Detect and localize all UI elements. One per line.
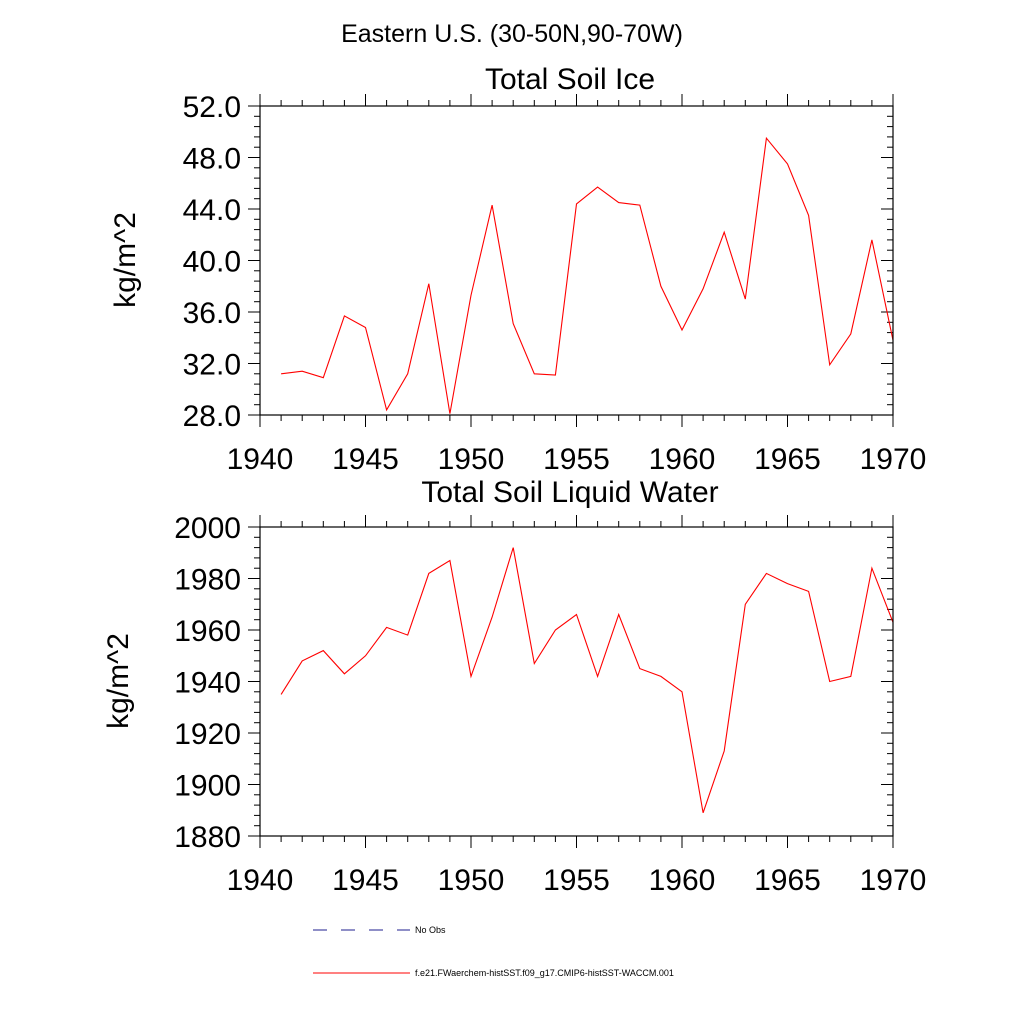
y-tick-label: 40.0 xyxy=(183,246,241,279)
plot-frame-soil-ice xyxy=(259,105,894,416)
legend-item-model-run: f.e21.FWaerchem-histSST.f09_g17.CMIP6-hi… xyxy=(313,968,674,978)
x-tick-label: 1970 xyxy=(860,864,927,897)
panel-0-series xyxy=(281,136,894,414)
x-tick-label: 1940 xyxy=(227,443,294,476)
x-tick-label: 1970 xyxy=(860,443,927,476)
x-tick-label: 1960 xyxy=(649,443,716,476)
series-line-0-0 xyxy=(281,136,894,414)
x-tick-label: 1955 xyxy=(543,443,610,476)
y-tick-label: 1980 xyxy=(174,564,241,597)
y-tick-label: 1920 xyxy=(174,718,241,751)
panel-1-ticklabels: 1940 1945 1950 1955 1960 1965 1970 1880 1900 1920… xyxy=(174,512,926,897)
y-tick-label: 1940 xyxy=(174,667,241,700)
x-tick-label: 1965 xyxy=(754,443,821,476)
y-tick-label: 1900 xyxy=(174,770,241,803)
y-tick-label: 1880 xyxy=(174,821,241,854)
x-tick-label: 1945 xyxy=(332,443,399,476)
panel-title-soil-liquid-water: Total Soil Liquid Water xyxy=(421,476,718,509)
panel-title-soil-ice: Total Soil Ice xyxy=(485,63,655,96)
x-tick-label: 1955 xyxy=(543,864,610,897)
legend: No Obs f.e21.FWaerchem-histSST.f09_g17.C… xyxy=(313,925,674,978)
ylabel-soil-liquid-water: kg/m^2 xyxy=(102,633,135,729)
y-tick-label: 28.0 xyxy=(183,400,241,433)
ylabel-soil-ice: kg/m^2 xyxy=(109,212,142,308)
x-tick-label: 1950 xyxy=(438,864,505,897)
panel-0-ticks xyxy=(248,94,894,427)
legend-item-no-obs: No Obs xyxy=(313,925,446,935)
y-tick-label: 44.0 xyxy=(183,194,241,227)
panel-soil-liquid-water: Total Soil Liquid Water kg/m^2 1940 1945 1… xyxy=(102,476,926,897)
y-tick-label: 32.0 xyxy=(183,349,241,382)
x-tick-label: 1945 xyxy=(332,864,399,897)
y-tick-label: 48.0 xyxy=(183,143,241,176)
y-tick-label: 52.0 xyxy=(183,91,241,124)
panel-0-ticklabels: 1940 1945 1950 1955 1960 1965 1970 28.0 32.0 36.0… xyxy=(183,91,927,476)
panel-1-ticks xyxy=(248,515,894,848)
y-tick-label: 1960 xyxy=(174,615,241,648)
x-tick-label: 1950 xyxy=(438,443,505,476)
x-tick-label: 1960 xyxy=(649,864,716,897)
figure-title: Eastern U.S. (30-50N,90-70W) xyxy=(341,20,683,48)
y-tick-label: 2000 xyxy=(174,512,241,545)
y-tick-label: 36.0 xyxy=(183,297,241,330)
x-tick-label: 1965 xyxy=(754,864,821,897)
legend-label-model-run: f.e21.FWaerchem-histSST.f09_g17.CMIP6-hi… xyxy=(415,968,674,978)
panel-1-series xyxy=(280,547,894,813)
x-tick-label: 1940 xyxy=(227,864,294,897)
legend-label-no-obs: No Obs xyxy=(415,925,446,935)
panel-soil-ice: Total Soil Ice kg/m^2 1940 1945 1950 1955 19… xyxy=(109,63,926,476)
series-line-1-0 xyxy=(280,547,894,813)
plot-frame-soil-liquid-water xyxy=(259,526,894,837)
